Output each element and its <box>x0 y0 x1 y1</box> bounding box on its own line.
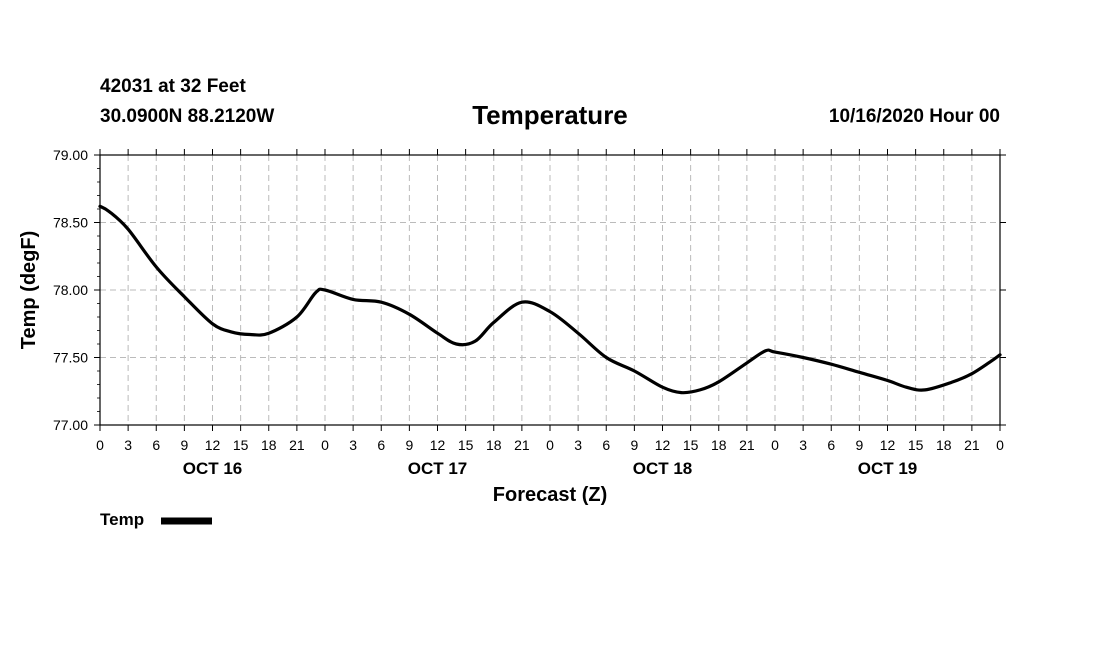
x-tick-label: 9 <box>630 437 638 453</box>
coordinates-label: 30.0900N 88.2120W <box>100 106 275 127</box>
x-tick-label: 6 <box>827 437 835 453</box>
x-tick-label: 15 <box>458 437 474 453</box>
x-tick-label: 9 <box>855 437 863 453</box>
x-tick-label: 6 <box>152 437 160 453</box>
x-tick-label: 6 <box>377 437 385 453</box>
x-tick-label: 12 <box>880 437 896 453</box>
x-tick-label: 12 <box>655 437 671 453</box>
x-tick-label: 3 <box>124 437 132 453</box>
y-tick-label: 78.50 <box>53 215 88 231</box>
x-tick-label: 12 <box>205 437 221 453</box>
x-axis: 0 3 6 9 12 15 18 21 0 3 6 9 12 15 18 21 0 3 6 9 12 15 18 21 0 3 6 9… <box>96 149 1004 453</box>
y-tick-label: 77.00 <box>53 417 88 433</box>
y-tick-label: 78.00 <box>53 282 88 298</box>
x-tick-label: 0 <box>321 437 329 453</box>
station-label: 42031 at 32 Feet <box>100 76 246 97</box>
x-tick-label: 3 <box>799 437 807 453</box>
y-axis-label: Temp (degF) <box>18 231 40 350</box>
day-labels: OCT 16 OCT 17 OCT 18 OCT 19 <box>183 459 918 478</box>
grid <box>100 155 1000 425</box>
x-tick-label: 9 <box>405 437 413 453</box>
day-label: OCT 18 <box>633 459 693 478</box>
day-label: OCT 16 <box>183 459 243 478</box>
legend-label: Temp <box>100 510 144 529</box>
series-line-temp <box>98 204 1002 395</box>
x-tick-label: 12 <box>430 437 446 453</box>
x-tick-label: 21 <box>514 437 530 453</box>
x-tick-label: 0 <box>546 437 554 453</box>
y-tick-label: 79.00 <box>53 147 88 163</box>
y-tick-label: 77.50 <box>53 350 88 366</box>
day-label: OCT 19 <box>858 459 918 478</box>
x-tick-label: 18 <box>936 437 952 453</box>
x-tick-label: 15 <box>683 437 699 453</box>
chart-title: Temperature <box>472 100 628 130</box>
x-tick-label: 3 <box>349 437 357 453</box>
x-tick-label: 18 <box>261 437 277 453</box>
x-tick-label: 9 <box>180 437 188 453</box>
x-tick-label: 21 <box>964 437 980 453</box>
x-tick-label: 6 <box>602 437 610 453</box>
x-tick-label: 0 <box>96 437 104 453</box>
x-tick-label: 21 <box>739 437 755 453</box>
day-label: OCT 17 <box>408 459 468 478</box>
x-tick-label: 18 <box>711 437 727 453</box>
x-tick-label: 15 <box>908 437 924 453</box>
forecast-datetime: 10/16/2020 Hour 00 <box>828 106 1000 127</box>
x-tick-label: 15 <box>233 437 249 453</box>
series-layer <box>98 204 1002 395</box>
x-tick-label: 3 <box>574 437 582 453</box>
x-axis-label: Forecast (Z) <box>493 484 607 506</box>
x-tick-label: 21 <box>289 437 305 453</box>
legend: Temp <box>100 510 212 529</box>
x-tick-label: 18 <box>486 437 502 453</box>
x-tick-label: 0 <box>771 437 779 453</box>
x-tick-label: 0 <box>996 437 1004 453</box>
y-axis: 77.00 77.50 78.00 78.50 79.00 <box>53 147 1006 433</box>
plot-frame <box>99 154 1001 426</box>
